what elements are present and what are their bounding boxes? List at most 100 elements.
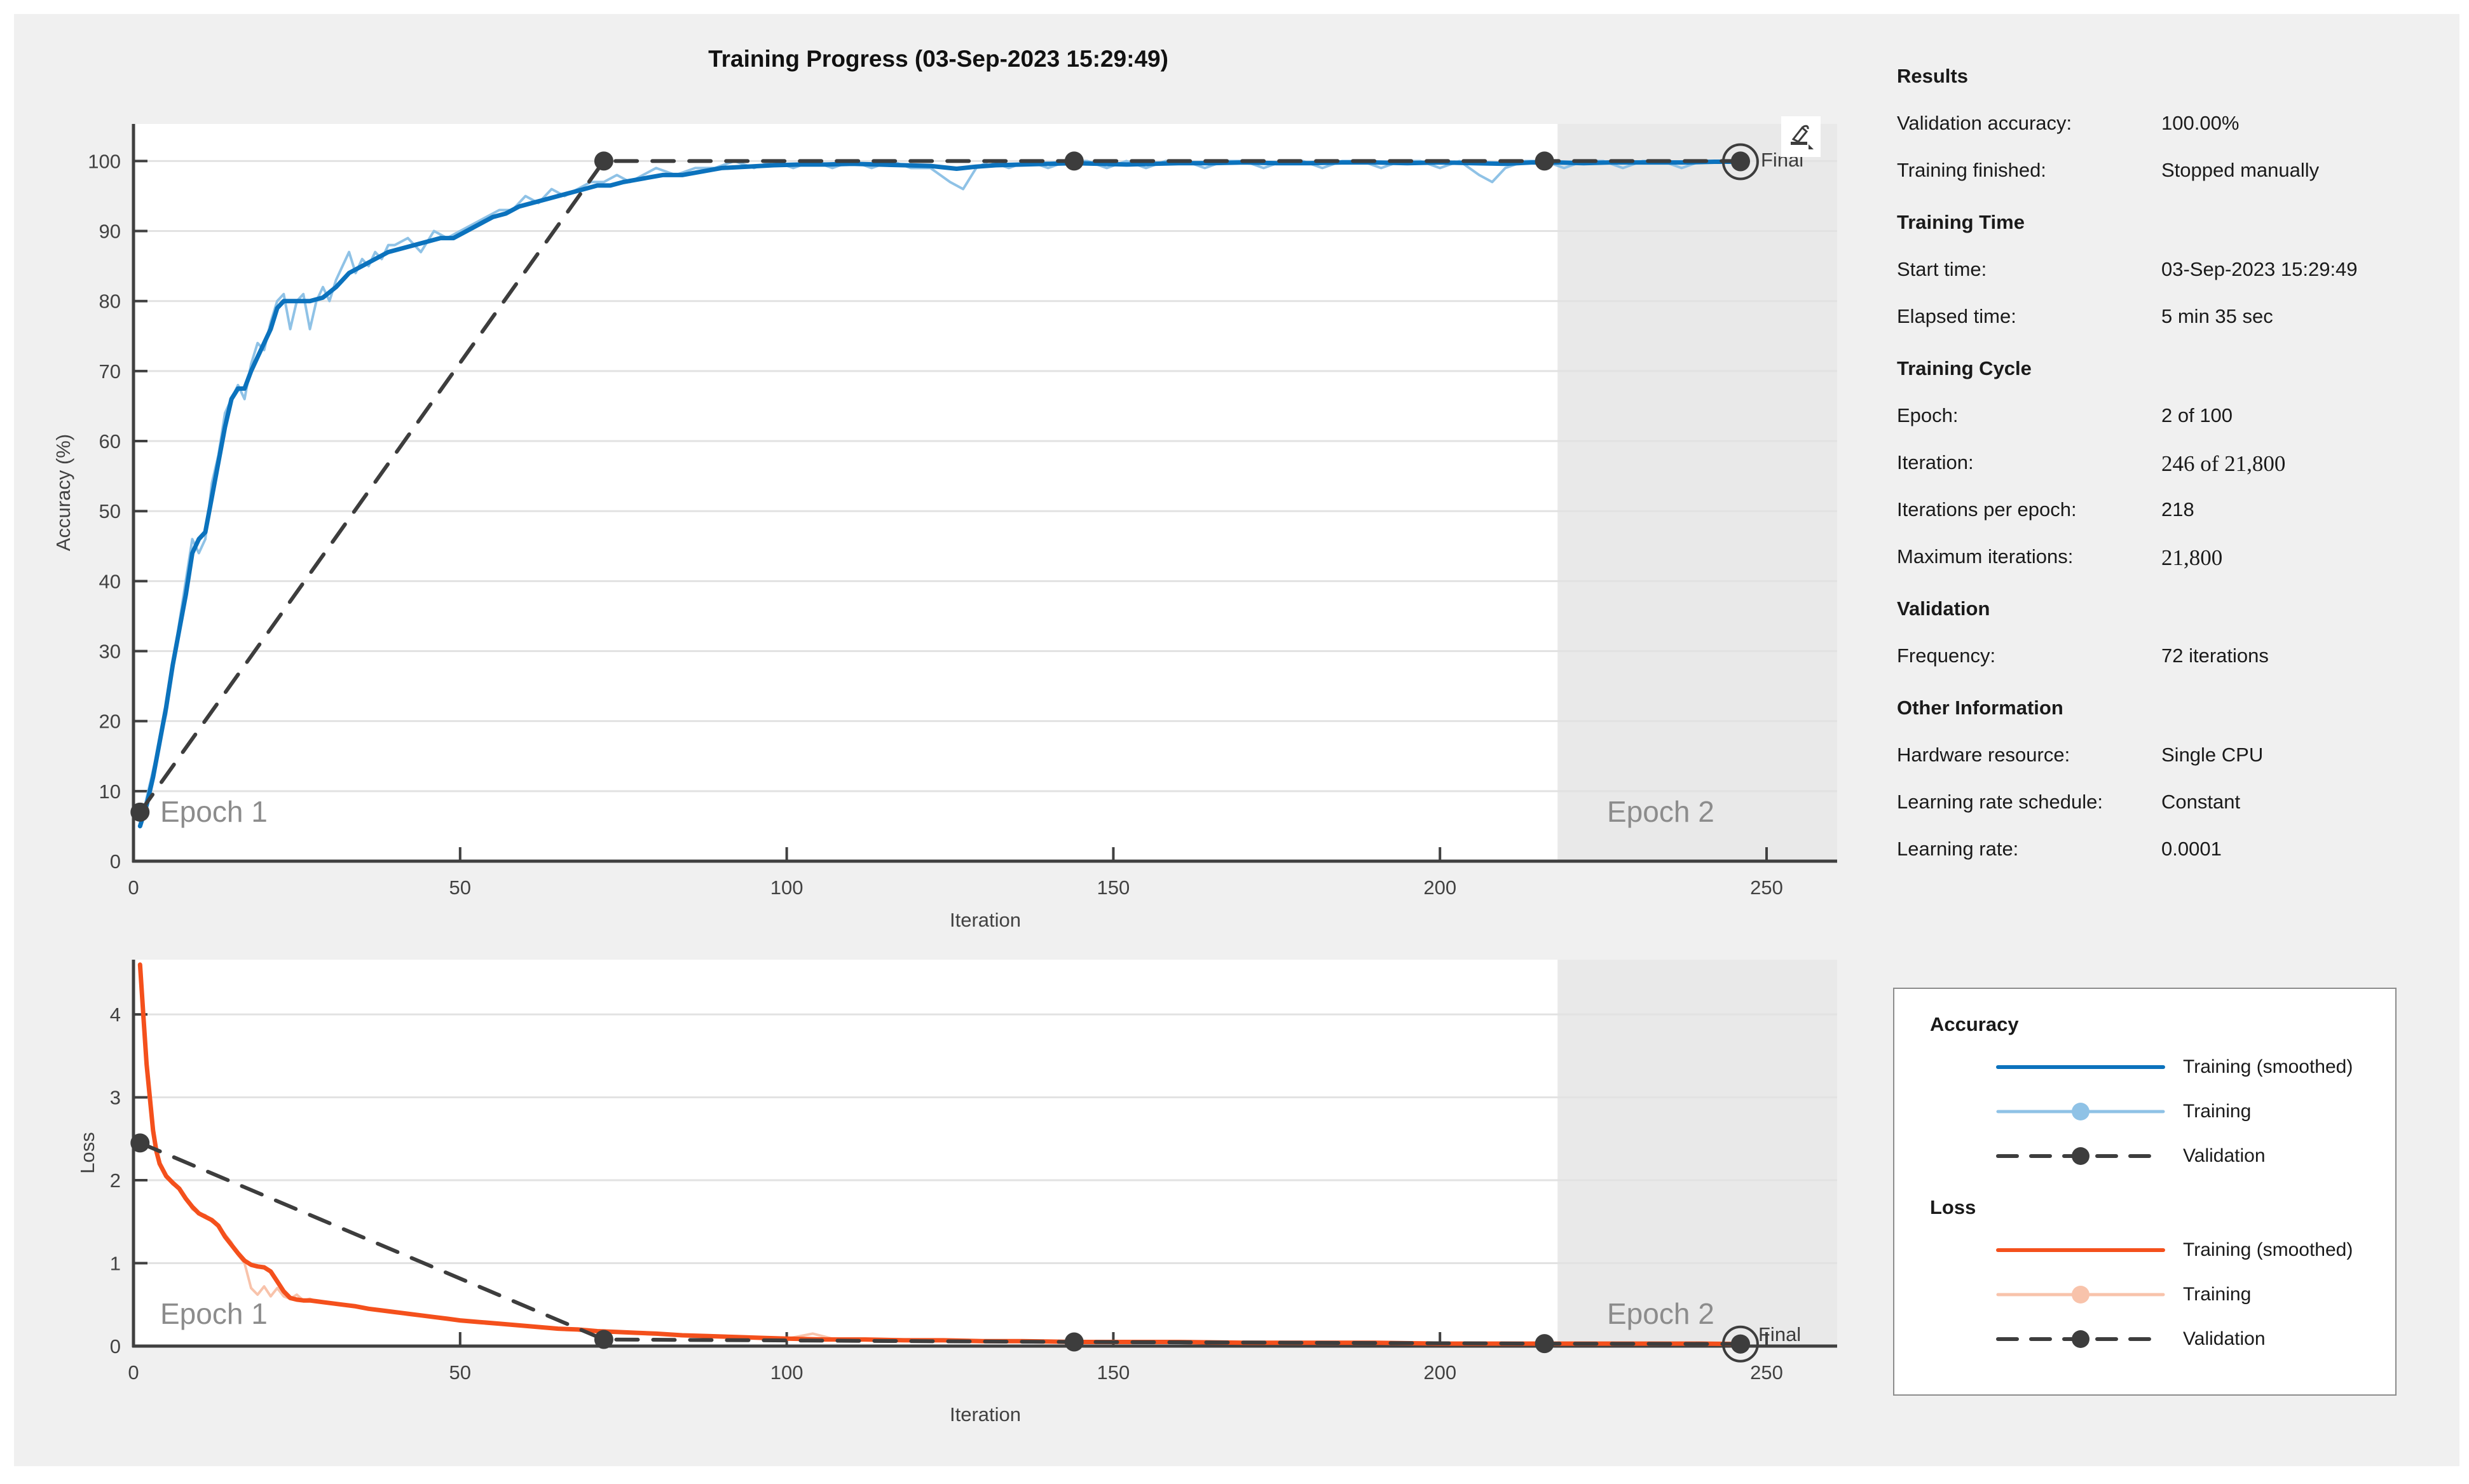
final-marker-dot <box>1730 1334 1750 1354</box>
accuracy-y-tick-label: 20 <box>99 711 121 733</box>
accuracy-y-tick-label: 0 <box>110 850 121 873</box>
panel-row-label: Learning rate schedule: <box>1897 791 2103 813</box>
panel-row-value: 21,800 <box>2161 545 2223 570</box>
export-plot-button[interactable] <box>1781 116 1821 157</box>
legend-item: Training <box>1996 1089 2395 1134</box>
legend-section-title: Accuracy <box>1930 1013 2019 1035</box>
panel-section-header: Training Time <box>1897 211 2025 233</box>
validation-marker <box>594 151 613 171</box>
loss-y-tick-label: 2 <box>110 1169 121 1192</box>
panel-row-label: Frequency: <box>1897 644 1996 667</box>
legend-item-label: Training (smoothed) <box>2183 1239 2353 1260</box>
panel-row: Start time: 03-Sep-2023 15:29:49 <box>1897 258 2456 305</box>
panel-row-label: Start time: <box>1897 258 1987 280</box>
panel-row-value: 100.00% <box>2161 112 2240 134</box>
panel-row-label: Elapsed time: <box>1897 305 2016 327</box>
panel-row-value: 72 iterations <box>2161 644 2269 667</box>
accuracy-y-tick-label: 60 <box>99 430 121 453</box>
validation-marker <box>130 802 150 822</box>
loss-plot-area[interactable] <box>133 960 1837 1346</box>
panel-section-header: Training Cycle <box>1897 357 2032 379</box>
panel-row-label: Iterations per epoch: <box>1897 498 2077 521</box>
legend-swatch-dot-icon <box>1996 1103 2165 1120</box>
final-marker-ring <box>1721 1325 1759 1363</box>
accuracy-x-tick-label: 150 <box>1097 876 1130 899</box>
accuracy-epoch2-region <box>1557 124 1837 861</box>
panel-row-value: 0.0001 <box>2161 838 2222 860</box>
accuracy-y-tick-label: 90 <box>99 221 121 243</box>
panel-row: Maximum iterations: 21,800 <box>1897 545 2456 592</box>
legend-item-label: Validation <box>2183 1328 2266 1349</box>
accuracy-x-axis-label: Iteration <box>949 909 1021 931</box>
loss-y-tick-label: 0 <box>110 1335 121 1358</box>
training-progress-window: Training Progress (03-Sep-2023 15:29:49)… <box>14 14 2459 1466</box>
panel-row-value: 5 min 35 sec <box>2161 305 2273 327</box>
loss-chart: 0 1 2 3 4 0 50 100 150 200 250 <box>110 960 1837 1384</box>
legend-swatch-dash-dot-icon <box>1996 1147 2165 1165</box>
panel-row: Learning rate schedule: Constant <box>1897 791 2456 838</box>
loss-y-tick-label: 1 <box>110 1253 121 1275</box>
panel-row-label: Epoch: <box>1897 404 1959 426</box>
legend-swatch-dot-icon <box>1996 1286 2165 1304</box>
legend-item-label: Validation <box>2183 1145 2266 1166</box>
panel-row: Iteration: 246 of 21,800 <box>1897 451 2456 498</box>
loss-training-smoothed--line <box>137 962 1743 1347</box>
panel-section-header: Results <box>1897 65 1968 87</box>
panel-row-value: 246 of 21,800 <box>2161 451 2286 476</box>
panel-row: Training finished: Stopped manually <box>1897 159 2456 206</box>
final-marker-dot <box>1730 152 1750 172</box>
panel-row-value: 03-Sep-2023 15:29:49 <box>2161 258 2358 280</box>
loss-y-tick-label: 3 <box>110 1087 121 1109</box>
panel-row-label: Training finished: <box>1897 159 2046 181</box>
validation-marker <box>1535 151 1554 171</box>
legend-swatch-solid-icon <box>1996 1248 2165 1252</box>
legend-item: Validation <box>1996 1134 2395 1178</box>
legend-item: Training (smoothed) <box>1996 1045 2395 1089</box>
panel-row: Validation accuracy: 100.00% <box>1897 112 2456 159</box>
accuracy-epoch1-label: Epoch 1 <box>160 795 268 828</box>
panel-section-header: Validation <box>1897 597 1990 620</box>
loss-x-tick-label: 0 <box>128 1361 139 1384</box>
panel-row: Iterations per epoch: 218 <box>1897 498 2456 545</box>
panel-row-value: Single CPU <box>2161 744 2264 766</box>
loss-epoch2-label: Epoch 2 <box>1607 1297 1714 1330</box>
validation-marker <box>1064 1332 1084 1352</box>
accuracy-y-tick-label: 10 <box>99 780 121 803</box>
panel-row-label: Validation accuracy: <box>1897 112 2072 134</box>
legend-item: Training <box>1996 1272 2395 1317</box>
panel-row-label: Learning rate: <box>1897 838 2019 860</box>
brush-export-icon <box>1791 125 1814 149</box>
loss-y-tick-label: 4 <box>110 1004 121 1026</box>
loss-x-tick-label: 50 <box>449 1361 471 1384</box>
accuracy-training-smoothed--line <box>137 160 1743 829</box>
accuracy-y-axis-label: Accuracy (%) <box>52 433 74 552</box>
panel-row-value: 218 <box>2161 498 2194 521</box>
accuracy-y-tick-label: 100 <box>88 150 121 172</box>
legend-item-label: Training (smoothed) <box>2183 1056 2353 1077</box>
legend-item: Validation <box>1996 1317 2395 1361</box>
accuracy-y-tick-label: 70 <box>99 360 121 383</box>
loss-x-tick-label: 150 <box>1097 1361 1130 1384</box>
panel-row-label: Hardware resource: <box>1897 744 2070 766</box>
panel-row-value: 2 of 100 <box>2161 404 2233 426</box>
panel-row: Epoch: 2 of 100 <box>1897 404 2456 451</box>
validation-marker <box>130 1133 150 1153</box>
panel-row: Hardware resource: Single CPU <box>1897 744 2456 791</box>
validation-marker <box>1064 151 1084 171</box>
accuracy-x-tick-label: 50 <box>449 876 471 899</box>
accuracy-y-tick-label: 50 <box>99 500 121 522</box>
validation-marker <box>594 1330 613 1349</box>
panel-row: Frequency: 72 iterations <box>1897 644 2456 691</box>
accuracy-x-tick-label: 100 <box>770 876 804 899</box>
accuracy-y-tick-label: 30 <box>99 641 121 663</box>
page-title: Training Progress (03-Sep-2023 15:29:49) <box>708 46 1168 72</box>
panel-row: Elapsed time: 5 min 35 sec <box>1897 305 2456 352</box>
loss-epoch1-label: Epoch 1 <box>160 1297 268 1330</box>
accuracy-y-tick-label: 40 <box>99 570 121 592</box>
loss-x-tick-label: 100 <box>770 1361 804 1384</box>
training-info-panel: Results Validation accuracy: 100.00% Traini… <box>1897 60 2456 885</box>
loss-x-tick-label: 200 <box>1423 1361 1456 1384</box>
loss-x-tick-label: 250 <box>1750 1361 1783 1384</box>
accuracy-y-tick-label: 80 <box>99 290 121 313</box>
